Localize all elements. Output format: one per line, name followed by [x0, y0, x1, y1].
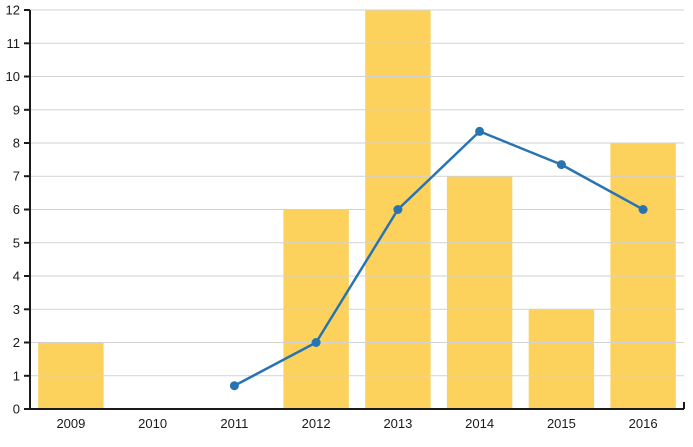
y-tick-label-10: 10 — [6, 69, 20, 84]
x-tick-label-2015: 2015 — [547, 416, 576, 431]
y-tick-label-7: 7 — [13, 169, 20, 184]
y-tick-label-2: 2 — [13, 335, 20, 350]
y-tick-label-3: 3 — [13, 302, 20, 317]
line-point-2011 — [229, 381, 239, 391]
line-point-2016 — [638, 205, 648, 214]
y-tick-label-6: 6 — [13, 202, 20, 217]
y-tick-label-9: 9 — [13, 102, 20, 117]
line-series — [233, 130, 645, 387]
y-tick-label-4: 4 — [13, 269, 20, 284]
y-tick-label-0: 0 — [13, 402, 20, 417]
y-tick-label-5: 5 — [13, 235, 20, 250]
bar-2015 — [528, 309, 595, 410]
x-tick-label-2016: 2016 — [629, 416, 658, 431]
x-tick-label-2009: 2009 — [56, 416, 85, 431]
y-tick-label-1: 1 — [13, 368, 20, 383]
x-tick-label-2011: 2011 — [220, 416, 248, 431]
line-point-2013 — [393, 205, 403, 214]
line-point-2014 — [475, 126, 485, 136]
y-tick-label-11: 11 — [7, 36, 21, 51]
x-tick-label-2012: 2012 — [302, 416, 331, 431]
x-tick-label-2013: 2013 — [383, 416, 412, 431]
y-tick-label-8: 8 — [13, 136, 20, 151]
x-tick-label-2010: 2010 — [138, 416, 167, 431]
x-tick-label-2014: 2014 — [465, 416, 494, 431]
y-tick-label-12: 12 — [6, 3, 20, 18]
bar-2014 — [446, 176, 513, 409]
line-point-2012 — [311, 338, 321, 347]
line-point-2015 — [556, 160, 566, 170]
